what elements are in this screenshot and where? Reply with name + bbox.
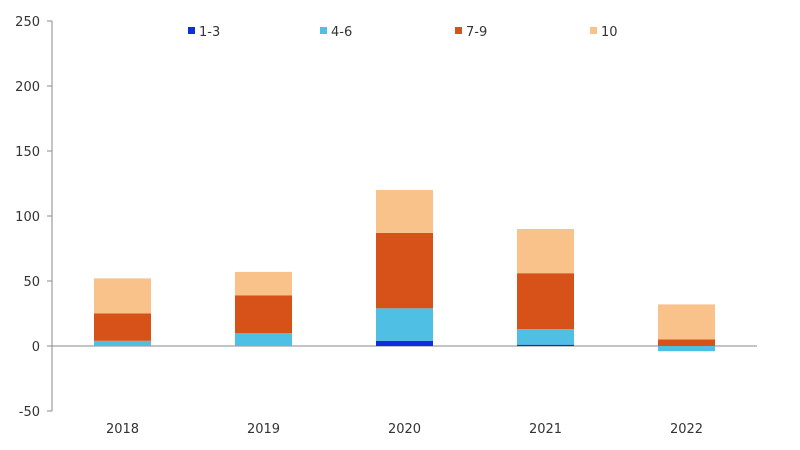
- x-tick-label: 2022: [670, 422, 703, 437]
- bar-segment-4-6-2019: [235, 333, 292, 346]
- bar-segment-7-9-2021: [517, 273, 574, 330]
- y-tick-label: 200: [15, 80, 40, 95]
- bar-segment-7-9-2018: [94, 313, 151, 341]
- bar-segment-7-9-2019: [235, 295, 292, 333]
- legend-swatch-7-9: [455, 27, 462, 34]
- bar-segment-4-6-2018: [94, 340, 151, 346]
- legend-swatch-1-3: [188, 27, 195, 34]
- bar-segment-7-9-2022: [658, 339, 715, 346]
- y-tick-label: 50: [23, 275, 40, 290]
- bar-segment-4-6-2022: [658, 346, 715, 352]
- legend-label: 1-3: [199, 25, 220, 40]
- bar-segment-10-2022: [658, 304, 715, 340]
- x-tick-label: 2020: [388, 422, 421, 437]
- axes: -50 0 50 100 150 200 250 2018 2019 2020 2021 2022: [15, 15, 757, 437]
- bar-segment-1-3-2020: [376, 340, 433, 346]
- x-tick-label: 2018: [106, 422, 139, 437]
- legend: 1-3 4-6 7-9 10: [188, 25, 618, 40]
- legend-label: 7-9: [466, 25, 487, 40]
- bar-segment-10-2019: [235, 271, 292, 296]
- bar-segment-10-2021: [517, 229, 574, 274]
- y-tick-label: 0: [32, 340, 40, 355]
- bar-segment-1-3-2021: [517, 344, 574, 346]
- bar-segment-4-6-2021: [517, 329, 574, 345]
- bar-segment-10-2018: [94, 278, 151, 314]
- y-tick-label: 150: [15, 145, 40, 160]
- legend-swatch-10: [590, 27, 597, 34]
- x-tick-label: 2021: [529, 422, 562, 437]
- legend-swatch-4-6: [320, 27, 327, 34]
- x-tick-label: 2019: [247, 422, 280, 437]
- bars: [94, 190, 715, 352]
- y-tick-label: 250: [15, 15, 40, 30]
- legend-label: 4-6: [331, 25, 352, 40]
- y-tick-label: 100: [15, 210, 40, 225]
- y-tick-label: -50: [19, 405, 40, 420]
- bar-segment-4-6-2020: [376, 308, 433, 341]
- legend-label: 10: [601, 25, 618, 40]
- bar-segment-10-2020: [376, 190, 433, 233]
- bar-segment-7-9-2020: [376, 232, 433, 309]
